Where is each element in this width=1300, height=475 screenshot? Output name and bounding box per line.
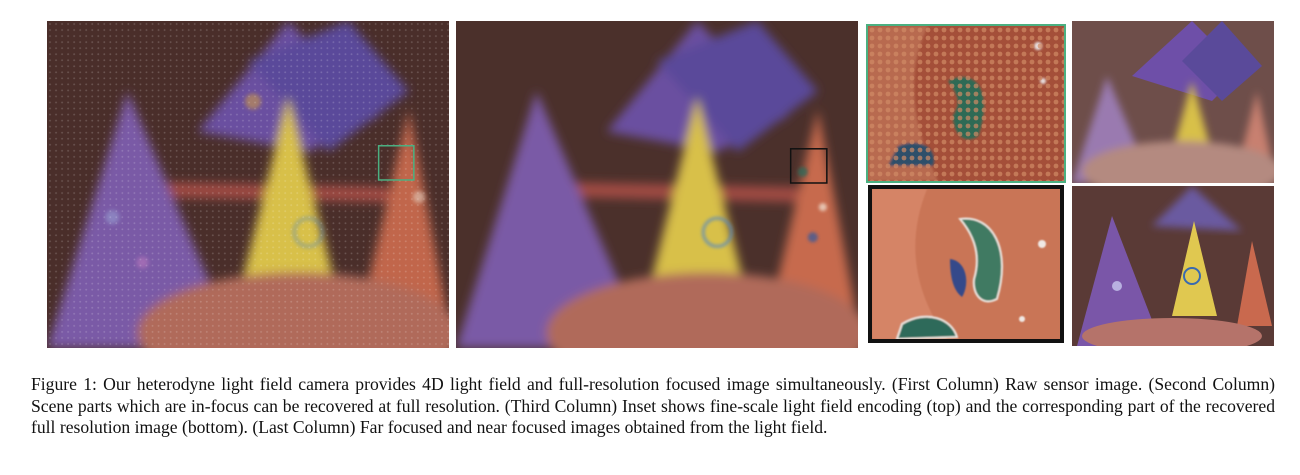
light-field-encoding-inset	[866, 24, 1066, 183]
inset-box-recovered	[789, 148, 828, 184]
inset-box-raw	[377, 145, 415, 181]
near-focused-image	[1072, 186, 1274, 346]
figure-caption: Figure 1: Our heterodyne light field cam…	[31, 374, 1275, 437]
far-focused-image	[1072, 21, 1274, 183]
raw-sensor-image	[47, 21, 449, 348]
recovered-full-resolution-image	[456, 21, 858, 348]
recovered-inset	[868, 185, 1064, 343]
